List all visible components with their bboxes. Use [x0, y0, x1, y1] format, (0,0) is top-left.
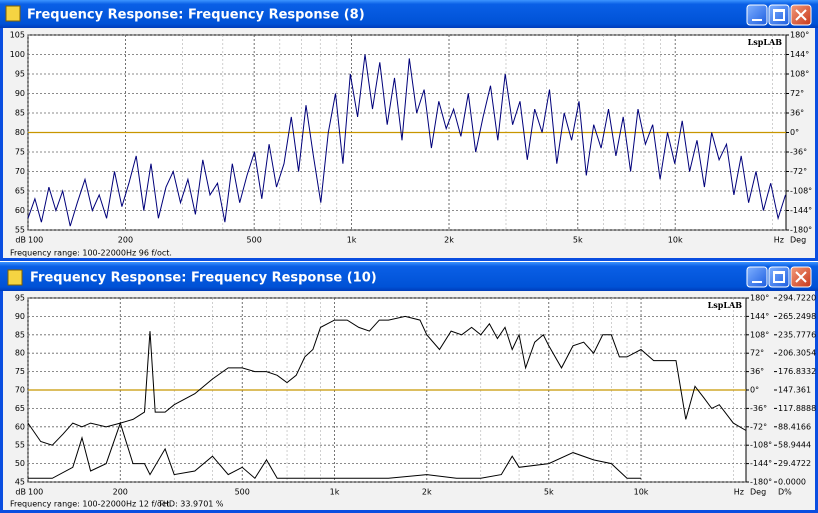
status-text: Frequency range: 100-22000Hz 12 f/oct. — [10, 500, 172, 509]
y2-tick-label: 144° — [790, 50, 809, 59]
y2-tick-label: -72° — [790, 167, 807, 176]
title-bar — [0, 262, 818, 291]
y3-tick-label: 0.0000 — [778, 478, 806, 487]
y-tick-label: 70 — [15, 386, 25, 395]
data-line — [28, 421, 641, 480]
y2-tick-label: 72° — [750, 349, 764, 358]
window-title: Frequency Response: Frequency Response (… — [27, 8, 365, 23]
y2-tick-label: -108° — [790, 187, 812, 196]
minimize-button[interactable] — [746, 266, 768, 288]
y3-tick-label: 206.3054 — [778, 349, 816, 358]
y-tick-label: 45 — [15, 478, 25, 487]
y2-unit-label: Deg — [790, 236, 806, 245]
x-tick-label: 500 — [247, 236, 262, 245]
y-tick-label: 55 — [15, 441, 25, 450]
y2-tick-label: 144° — [750, 312, 769, 321]
status-text: THD: 33.9701 % — [157, 500, 224, 509]
y-tick-label: 80 — [15, 349, 25, 358]
y3-tick-label: 294.7220 — [778, 294, 816, 303]
y2-tick-label: 108° — [790, 70, 809, 79]
x-tick-label: 10k — [634, 488, 649, 497]
x-tick-label: 100 — [28, 236, 43, 245]
y3-tick-label: 147.361 — [778, 386, 811, 395]
status-text: Frequency range: 100-22000Hz 96 f/oct. — [10, 249, 172, 258]
window-icon[interactable] — [7, 269, 23, 286]
y2-unit-label: Deg — [750, 488, 766, 497]
y2-tick-label: -144° — [790, 206, 812, 215]
x-tick-label: 5k — [544, 488, 554, 497]
y-unit-label: dB — [15, 236, 26, 245]
x-tick-label: 500 — [235, 488, 250, 497]
y-tick-label: 75 — [15, 148, 25, 157]
y-tick-label: 70 — [15, 167, 25, 176]
y2-tick-label: 36° — [750, 367, 764, 376]
y-tick-label: 85 — [15, 109, 25, 118]
y-tick-label: 50 — [15, 459, 25, 468]
data-line — [27, 54, 786, 227]
x-tick-label: 2k — [422, 488, 432, 497]
watermark: LspLAB — [708, 300, 743, 310]
y3-tick-label: 235.7776 — [778, 330, 816, 339]
x-tick-label: 100 — [28, 488, 43, 497]
y-tick-label: 85 — [15, 330, 25, 339]
y-tick-label: 95 — [15, 294, 25, 303]
y3-tick-label: 58.9444 — [778, 441, 811, 450]
y-tick-label: 95 — [15, 70, 25, 79]
y2-tick-label: -72° — [750, 422, 767, 431]
x-tick-label: 10k — [668, 236, 683, 245]
x-tick-label: 200 — [113, 488, 128, 497]
x-tick-label: 1k — [347, 236, 357, 245]
y-tick-label: 105 — [10, 31, 25, 40]
x-unit-label: Hz — [774, 236, 784, 245]
button-glyphs — [752, 271, 807, 283]
y3-tick-label: 176.8332 — [778, 367, 816, 376]
y2-tick-label: 0° — [750, 386, 759, 395]
x-tick-label: 5k — [573, 236, 583, 245]
y-unit-label: dB — [15, 488, 26, 497]
maximize-button[interactable] — [768, 266, 790, 288]
y-tick-label: 90 — [15, 312, 25, 321]
y3-tick-label: 88.4166 — [778, 422, 811, 431]
y3-unit-label: D% — [778, 488, 792, 497]
data-line — [27, 315, 747, 446]
y2-tick-label: 108° — [750, 330, 769, 339]
y-tick-label: 55 — [15, 226, 25, 235]
y-tick-label: 60 — [15, 206, 25, 215]
y2-tick-label: 72° — [790, 89, 804, 98]
y-tick-label: 90 — [15, 89, 25, 98]
y-tick-label: 65 — [15, 404, 25, 413]
y-tick-label: 100 — [10, 50, 25, 59]
y2-tick-label: 180° — [790, 31, 809, 40]
watermark: LspLAB — [748, 37, 783, 47]
window-title: Frequency Response: Frequency Response (… — [30, 271, 377, 286]
button-glyphs — [752, 9, 807, 21]
y-tick-label: 75 — [15, 367, 25, 376]
y2-tick-label: -36° — [790, 148, 807, 157]
y2-tick-label: -144° — [750, 459, 772, 468]
y2-tick-label: -36° — [750, 404, 767, 413]
y3-tick-label: 117.8888 — [778, 404, 816, 413]
y2-tick-label: -108° — [750, 441, 772, 450]
y2-tick-label: 180° — [750, 294, 769, 303]
y3-tick-label: 29.4722 — [778, 459, 811, 468]
y2-tick-label: -180° — [750, 478, 772, 487]
y-tick-label: 60 — [15, 422, 25, 431]
x-tick-label: 2k — [444, 236, 454, 245]
maximize-button[interactable] — [768, 4, 790, 26]
charts: 100 200 500 1k 2k 5k 10k dB Hz 55 60 65 70 75 80 85 90 95… — [10, 31, 816, 509]
title-bar — [0, 0, 818, 28]
y-tick-label: 80 — [15, 128, 25, 137]
y2-tick-label: 0° — [790, 128, 799, 137]
window-icon[interactable] — [5, 5, 21, 22]
x-tick-label: 200 — [118, 236, 133, 245]
y-tick-label: 65 — [15, 187, 25, 196]
x-unit-label: Hz — [734, 488, 744, 497]
x-tick-label: 1k — [330, 488, 340, 497]
minimize-button[interactable] — [746, 4, 768, 26]
y2-tick-label: -180° — [790, 226, 812, 235]
y3-tick-label: 265.2498 — [778, 312, 816, 321]
y2-tick-label: 36° — [790, 109, 804, 118]
